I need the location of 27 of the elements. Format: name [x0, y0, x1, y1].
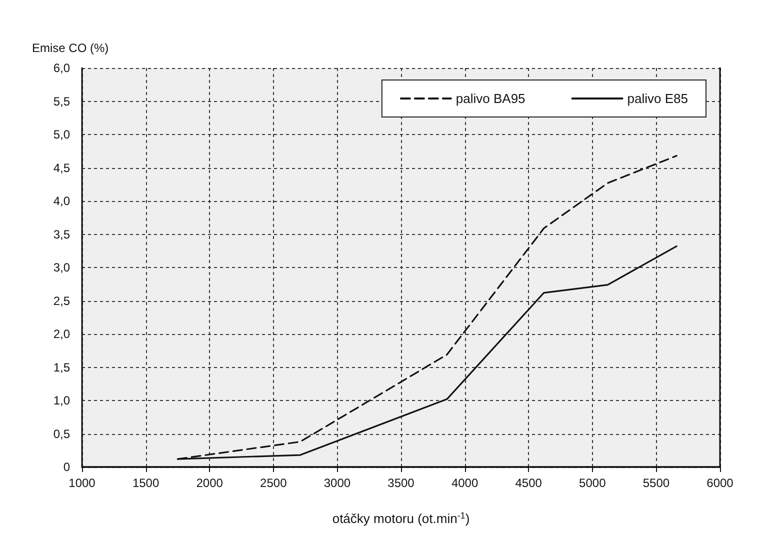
y-tick-label: 4,0: [53, 194, 70, 208]
y-tick-label: 0,5: [53, 426, 70, 441]
y-tick-label: 6,0: [53, 61, 70, 75]
y-tick-label: 2,0: [53, 327, 70, 341]
y-tick-label: 3,0: [53, 260, 70, 274]
y-tick-label: 5,0: [53, 128, 70, 142]
x-tick-label: 6000: [706, 476, 734, 490]
y-tick-label: 0: [63, 460, 70, 474]
y-tick-label: 3,5: [53, 227, 70, 242]
x-tick-label: 4500: [515, 476, 542, 490]
legend-label: palivo E85: [627, 91, 688, 106]
x-tick-label: 2500: [260, 476, 288, 490]
x-tick-label: 1500: [132, 476, 160, 490]
y-tick-label: 5,5: [53, 94, 70, 108]
y-tick-label: 4,5: [53, 160, 70, 175]
x-tick-label: 5000: [579, 476, 606, 490]
y-tick-label: 2,5: [53, 294, 70, 308]
x-tick-label: 4000: [451, 476, 478, 490]
legend-label: palivo BA95: [456, 91, 526, 106]
y-tick-label: 1,0: [53, 394, 70, 408]
x-tick-label: 3000: [324, 476, 351, 490]
x-tick-label: 5500: [642, 476, 670, 490]
x-tick-label: 3500: [388, 476, 415, 490]
x-tick-label: 1000: [68, 476, 96, 490]
y-axis-title: Emise CO (%): [32, 41, 109, 55]
x-tick-label: 2000: [196, 476, 224, 490]
y-tick-label: 1,5: [53, 360, 70, 374]
